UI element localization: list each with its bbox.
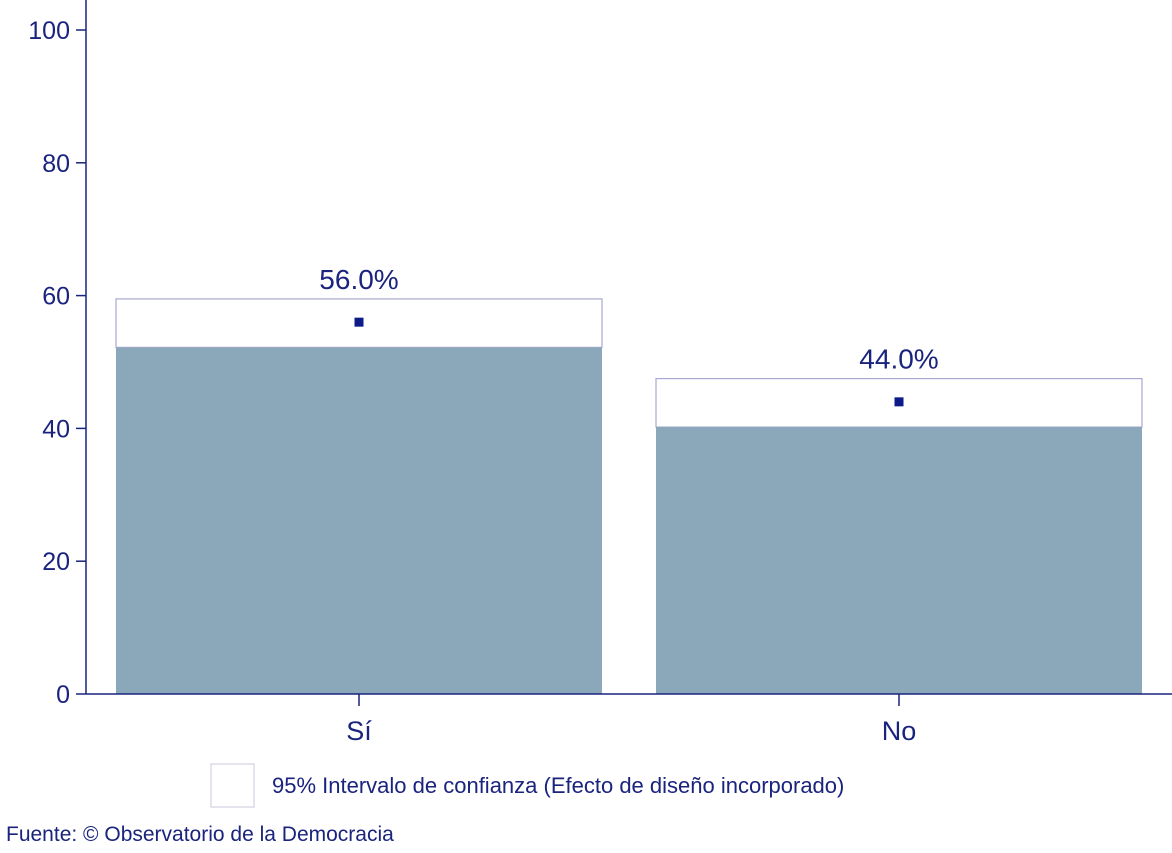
legend-swatch-ci [210, 763, 255, 808]
x-tick-label-0: Sí [346, 716, 372, 746]
axes-layer [76, 0, 1172, 706]
x-tick-label-1: No [882, 716, 917, 746]
bar-0 [116, 347, 602, 694]
y-tick-label-3: 60 [42, 283, 70, 311]
point-marker-1 [894, 397, 904, 407]
value-label-0: 56.0% [319, 264, 398, 295]
bar-1 [656, 427, 1142, 694]
labels-layer: 56.0% Sí 44.0% No 0 20 40 60 80 100 [28, 17, 938, 746]
point-marker-0 [354, 317, 364, 327]
y-tick-label-5: 100 [28, 17, 70, 45]
value-label-1: 44.0% [859, 344, 938, 375]
y-tick-label-4: 80 [42, 150, 70, 178]
y-tick-label-0: 0 [56, 681, 70, 709]
bars-layer [115, 298, 1143, 694]
y-tick-label-2: 40 [42, 415, 70, 443]
legend: 95% Intervalo de confianza (Efecto de di… [210, 763, 844, 808]
source-note: Fuente: © Observatorio de la Democracia [6, 823, 394, 846]
y-tick-label-1: 20 [42, 548, 70, 576]
legend-label-ci: 95% Intervalo de confianza (Efecto de di… [272, 773, 844, 798]
